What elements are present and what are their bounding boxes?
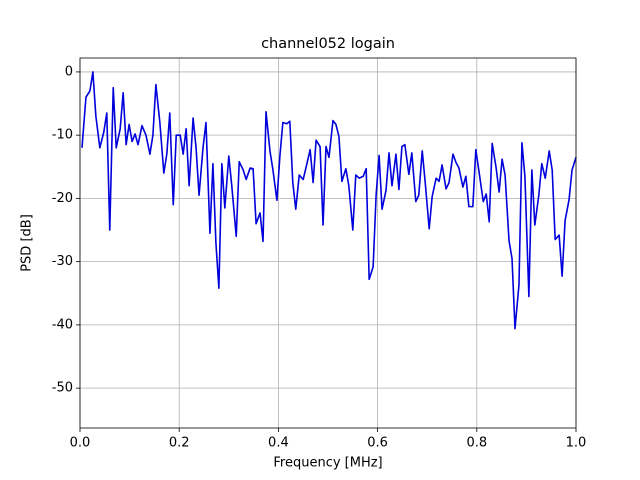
x-tick-label: 0.4	[268, 436, 289, 451]
y-tick-label: -20	[52, 191, 73, 206]
x-tick-label: 0.2	[169, 436, 190, 451]
x-axis-label: Frequency [MHz]	[273, 456, 382, 471]
plot-frame	[79, 57, 577, 429]
data-line	[81, 71, 577, 330]
x-tick-label: 1.0	[566, 436, 587, 451]
y-tick-label: -40	[52, 317, 73, 332]
x-tick-label: 0.6	[367, 436, 388, 451]
y-tick-label: -10	[52, 128, 73, 143]
x-tick-label: 0.8	[466, 436, 487, 451]
y-tick-label: 0	[65, 64, 73, 79]
y-tick-label: -50	[52, 381, 73, 396]
y-tick-label: -30	[52, 254, 73, 269]
chart-title: channel052 logain	[261, 36, 395, 52]
x-tick-label: 0.0	[70, 436, 91, 451]
y-axis-label: PSD [dB]	[20, 214, 35, 272]
